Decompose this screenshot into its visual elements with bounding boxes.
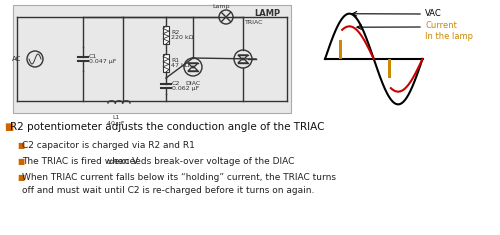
Text: L1
40 μF: L1 40 μF	[107, 115, 125, 126]
Text: DIAC: DIAC	[186, 81, 200, 86]
Text: TRIAC: TRIAC	[245, 20, 264, 25]
Text: Current: Current	[425, 21, 457, 30]
Bar	[339, 39, 342, 59]
Text: When TRIAC current falls below its “holding” current, the TRIAC turns: When TRIAC current falls below its “hold…	[22, 173, 336, 182]
Text: Lamp: Lamp	[212, 4, 230, 9]
Text: C2 capacitor is charged via R2 and R1: C2 capacitor is charged via R2 and R1	[22, 141, 195, 150]
Text: ■: ■	[17, 173, 24, 182]
Text: ■: ■	[17, 157, 24, 166]
Text: LAMP: LAMP	[254, 8, 280, 17]
Text: ■: ■	[17, 141, 24, 150]
Text: The TRIAC is fired when V: The TRIAC is fired when V	[22, 157, 138, 166]
Text: off and must wait until C2 is re-charged before it turns on again.: off and must wait until C2 is re-charged…	[22, 186, 314, 195]
Text: In the lamp: In the lamp	[425, 32, 473, 41]
Text: R2
220 kΩ: R2 220 kΩ	[171, 30, 194, 40]
Bar	[163, 26, 169, 44]
Text: AC: AC	[12, 56, 21, 62]
Text: R1
47 kΩ: R1 47 kΩ	[171, 58, 190, 68]
Bar	[13, 5, 291, 113]
Text: C2: C2	[106, 160, 115, 164]
Text: VAC: VAC	[425, 9, 442, 18]
Text: R2 potentiometer adjusts the conduction angle of the TRIAC: R2 potentiometer adjusts the conduction …	[10, 122, 324, 132]
Text: C2
0.062 μF: C2 0.062 μF	[172, 81, 199, 91]
Bar	[388, 59, 390, 78]
Bar	[163, 54, 169, 72]
Text: exceeds break-over voltage of the DIAC: exceeds break-over voltage of the DIAC	[111, 157, 294, 166]
Text: C1
0.047 μF: C1 0.047 μF	[89, 54, 117, 64]
Text: ■: ■	[4, 122, 13, 132]
